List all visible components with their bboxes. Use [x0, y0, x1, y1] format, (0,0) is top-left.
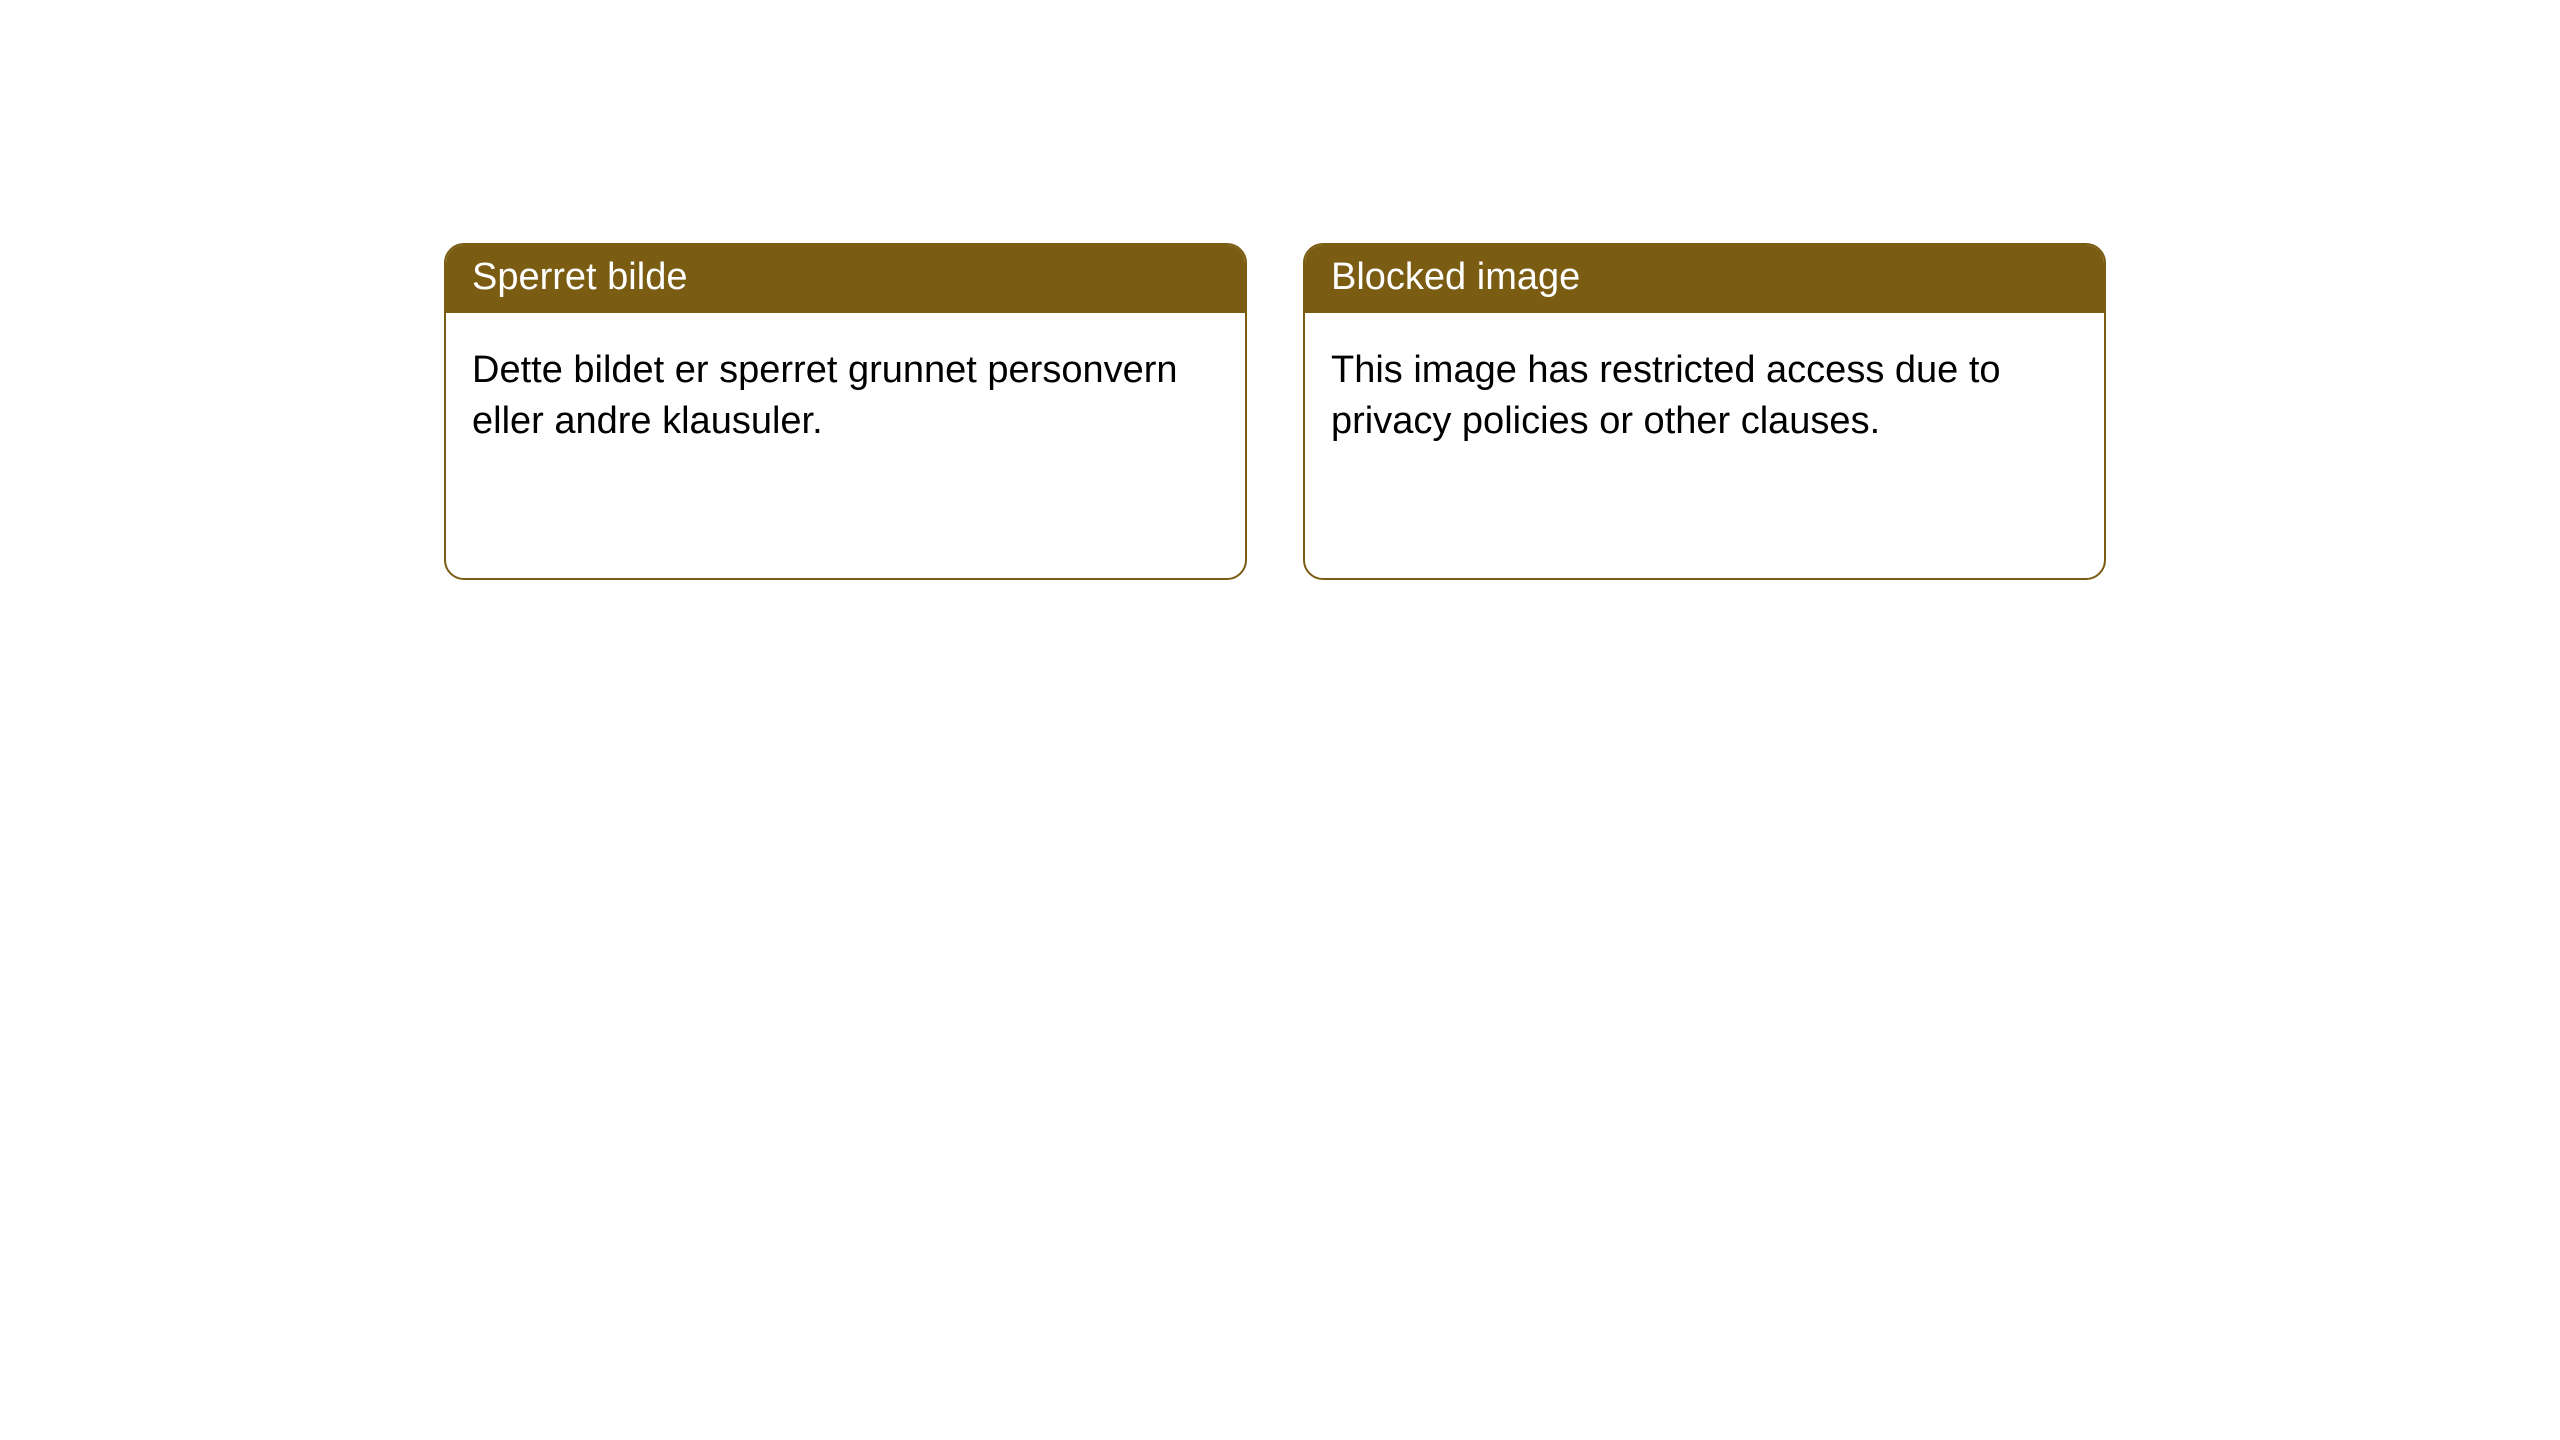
card-header: Sperret bilde	[446, 245, 1245, 313]
card-body-text: This image has restricted access due to …	[1331, 349, 2001, 442]
card-header-text: Sperret bilde	[472, 256, 687, 298]
blocked-image-card-english: Blocked image This image has restricted …	[1303, 243, 2106, 580]
card-body-text: Dette bildet er sperret grunnet personve…	[472, 349, 1178, 442]
blocked-image-card-norwegian: Sperret bilde Dette bildet er sperret gr…	[444, 243, 1247, 580]
notice-cards-container: Sperret bilde Dette bildet er sperret gr…	[444, 243, 2106, 580]
card-body: Dette bildet er sperret grunnet personve…	[446, 313, 1245, 474]
card-header: Blocked image	[1305, 245, 2104, 313]
card-body: This image has restricted access due to …	[1305, 313, 2104, 474]
card-header-text: Blocked image	[1331, 256, 1580, 298]
